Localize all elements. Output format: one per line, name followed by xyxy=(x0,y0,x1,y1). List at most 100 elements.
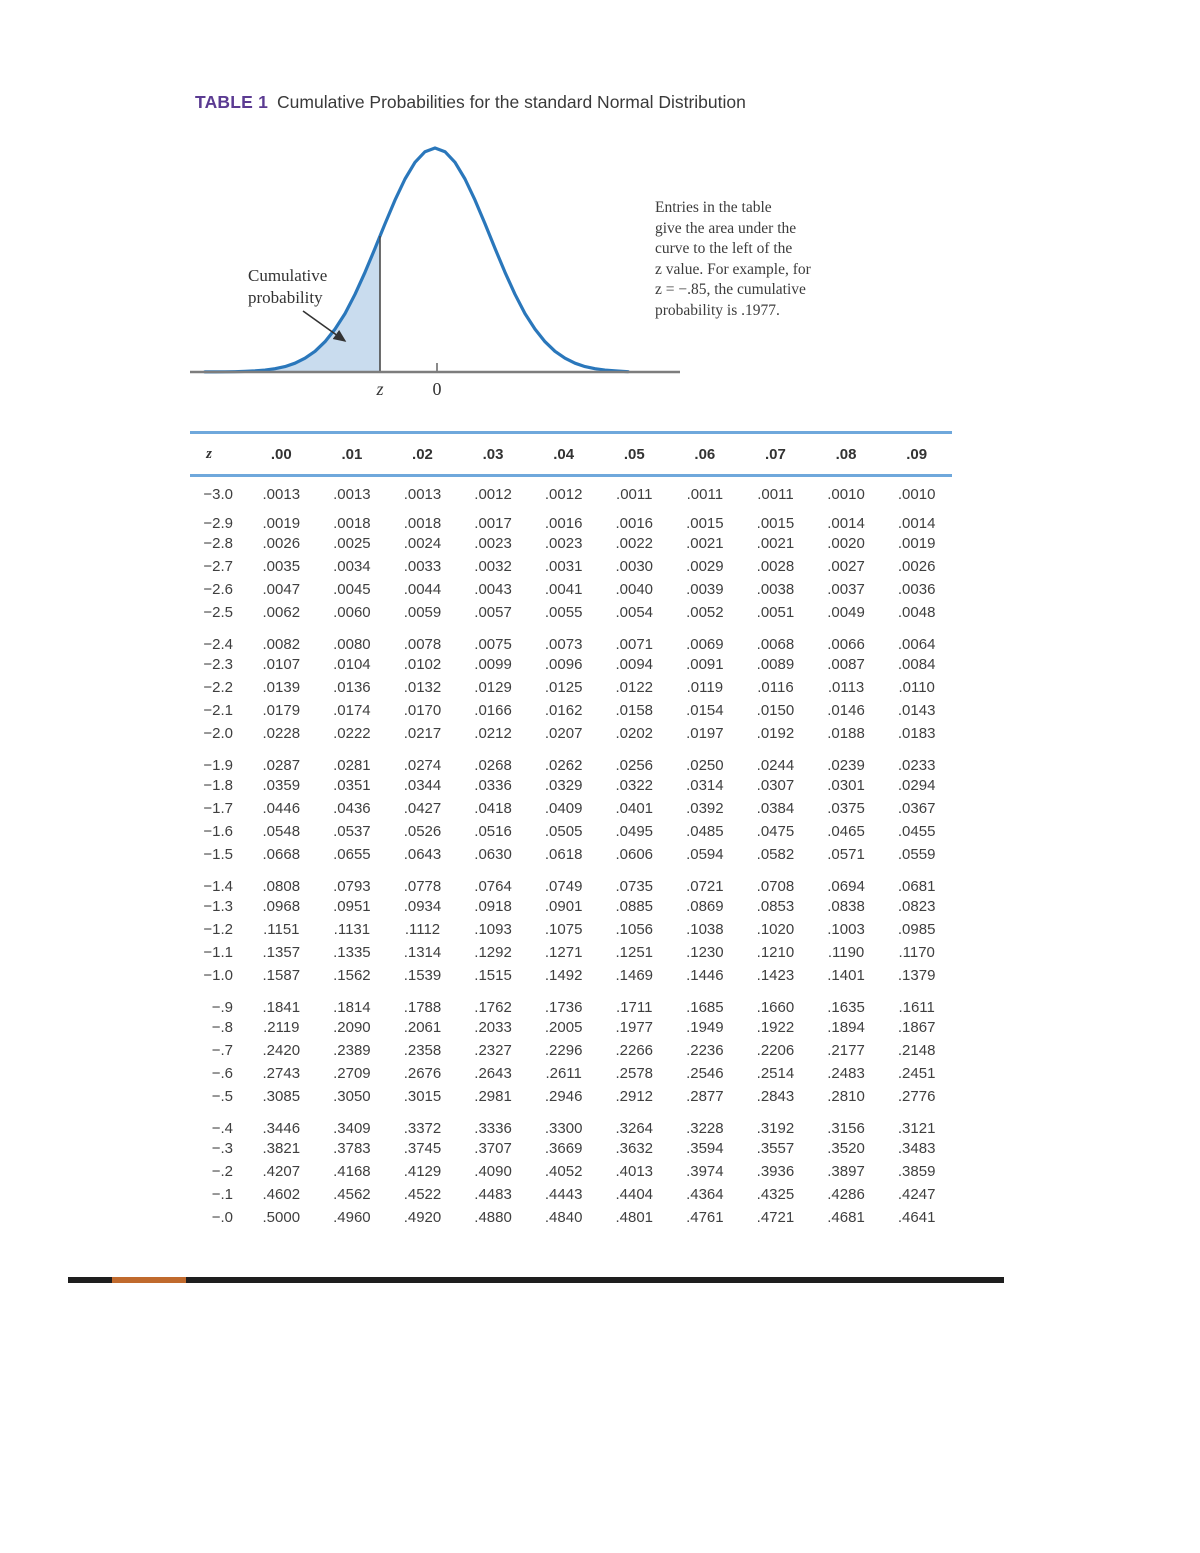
probability-cell: .0918 xyxy=(474,898,512,915)
probability-cell: .4761 xyxy=(686,1209,724,1226)
probability-cell: .3192 xyxy=(756,1120,795,1137)
probability-cell: .0094 xyxy=(615,656,654,673)
probability-cell: .2743 xyxy=(262,1065,301,1082)
probability-cell: .0078 xyxy=(403,636,442,653)
probability-cell: .0019 xyxy=(262,515,301,532)
probability-cell: .0170 xyxy=(403,702,442,719)
probability-cell: .0016 xyxy=(544,515,583,532)
probability-cell: .3669 xyxy=(544,1140,583,1157)
zero-axis-label: 0 xyxy=(433,379,442,399)
z-table-head-row: z .00 .01 .02 .03 .04 .05 .06 .07 .08 .09 xyxy=(190,432,952,476)
probability-cell: .1762 xyxy=(474,999,512,1016)
probability-cell: .0054 xyxy=(615,604,654,621)
probability-cell: .0202 xyxy=(615,725,654,742)
cumulative-probability-label-line2: probability xyxy=(248,288,323,307)
probability-cell: .0643 xyxy=(403,846,442,863)
probability-cell: .3264 xyxy=(615,1120,654,1137)
z-row-label: −2.2 xyxy=(203,679,233,696)
table-row: −.5 .3085 .3050 .3015 .2981 .2946 .2912 .2877 .2… xyxy=(190,1085,952,1108)
probability-cell: .0885 xyxy=(615,898,654,915)
probability-cell: .2266 xyxy=(615,1042,654,1059)
bottom-rule-accent xyxy=(112,1277,186,1283)
probability-cell: .0015 xyxy=(686,515,724,532)
probability-cell: .0125 xyxy=(544,679,583,696)
z-row-label: −1.6 xyxy=(203,823,233,840)
table-row: −2.5 .0062 .0060 .0059 .0057 .0055 .0054 .0052.… xyxy=(190,601,952,624)
probability-column-header: .08 xyxy=(835,445,857,463)
probability-cell: .0087 xyxy=(827,656,865,673)
z-row-label: −2.1 xyxy=(203,702,233,719)
probability-cell: .0136 xyxy=(333,679,371,696)
probability-cell: .2358 xyxy=(403,1042,442,1059)
probability-cell: .1357 xyxy=(262,944,301,961)
probability-cell: .0150 xyxy=(756,702,795,719)
probability-cell: .0183 xyxy=(897,725,936,742)
probability-cell: .2033 xyxy=(474,1019,512,1036)
probability-cell: .1190 xyxy=(827,944,865,961)
probability-cell: .4247 xyxy=(897,1186,936,1203)
probability-cell: .0287 xyxy=(262,757,301,774)
probability-cell: .2483 xyxy=(827,1065,865,1082)
probability-cell: .1977 xyxy=(615,1019,654,1036)
probability-cell: .0113 xyxy=(827,679,865,696)
probability-cell: .1075 xyxy=(544,921,583,938)
probability-cell: .1056 xyxy=(615,921,654,938)
probability-cell: .2090 xyxy=(333,1019,371,1036)
probability-cell: .2148 xyxy=(897,1042,936,1059)
probability-cell: .3974 xyxy=(686,1163,724,1180)
probability-column-header: .02 xyxy=(412,445,433,463)
probability-cell: .0418 xyxy=(474,800,512,817)
probability-cell: .0059 xyxy=(403,604,442,621)
probability-cell: .4129 xyxy=(403,1163,442,1180)
probability-cell: .0262 xyxy=(544,757,583,774)
probability-cell: .1170 xyxy=(898,944,935,961)
probability-cell: .0044 xyxy=(403,581,442,598)
z-row-label: −2.4 xyxy=(203,636,233,653)
probability-cell: .2643 xyxy=(474,1065,512,1082)
probability-cell: .2912 xyxy=(615,1088,654,1105)
z-row-label: −2.6 xyxy=(203,581,233,598)
z-row-label: −2.5 xyxy=(203,604,233,621)
probability-cell: .0023 xyxy=(544,535,583,552)
probability-cell: .1251 xyxy=(615,944,654,961)
probability-cell: .0048 xyxy=(897,604,936,621)
probability-cell: .0367 xyxy=(897,800,936,817)
z-table-body: −3.0 .0013 .0013 .0013 .0012 .0012 .0011 .0011.… xyxy=(190,476,952,1230)
z-row-label: −2.8 xyxy=(203,535,233,552)
probability-cell: .4801 xyxy=(615,1209,654,1226)
probability-cell: .1841 xyxy=(262,999,301,1016)
probability-cell: .4364 xyxy=(686,1186,724,1203)
probability-cell: .0143 xyxy=(897,702,936,719)
probability-cell: .0012 xyxy=(474,486,512,503)
probability-cell: .0139 xyxy=(262,679,301,696)
probability-cell: .0166 xyxy=(474,702,512,719)
z-column-header: z xyxy=(206,445,212,462)
probability-column-header: .06 xyxy=(694,445,716,463)
probability-cell: .0244 xyxy=(756,757,795,774)
probability-cell: .0446 xyxy=(262,800,301,817)
probability-cell: .0207 xyxy=(544,725,583,742)
probability-cell: .0015 xyxy=(756,515,795,532)
table-row: −.4 .3446 .3409 .3372 .3336 .3300 .3264 .3228 .3… xyxy=(190,1108,952,1137)
probability-cell: .4721 xyxy=(756,1209,795,1226)
probability-cell: .0968 xyxy=(262,898,301,915)
probability-cell: .1379 xyxy=(897,967,936,984)
probability-cell: .0026 xyxy=(897,558,936,575)
probability-cell: .0455 xyxy=(897,823,936,840)
probability-cell: .0901 xyxy=(544,898,583,915)
probability-cell: .0091 xyxy=(686,656,724,673)
table-row: −1.5 .0668 .0655 .0643 .0630 .0618 .0606 .0594.… xyxy=(190,843,952,866)
probability-cell: .2119 xyxy=(263,1019,300,1036)
probability-cell: .1093 xyxy=(474,921,512,938)
probability-cell: .4207 xyxy=(262,1163,301,1180)
probability-cell: .2206 xyxy=(756,1042,795,1059)
table-title: TABLE 1 Cumulative Probabilities for the… xyxy=(195,92,746,113)
table-row: −2.7 .0035 .0034 .0033 .0032 .0031 .0030 .0029.… xyxy=(190,555,952,578)
table-row: −.9 .1841 .1814 .1788 .1762 .1736 .1711 .1685 .1… xyxy=(190,987,952,1016)
probability-cell: .2389 xyxy=(333,1042,371,1059)
probability-cell: .1922 xyxy=(756,1019,795,1036)
probability-cell: .0162 xyxy=(544,702,583,719)
probability-cell: .0107 xyxy=(262,656,301,673)
probability-cell: .0099 xyxy=(474,656,512,673)
